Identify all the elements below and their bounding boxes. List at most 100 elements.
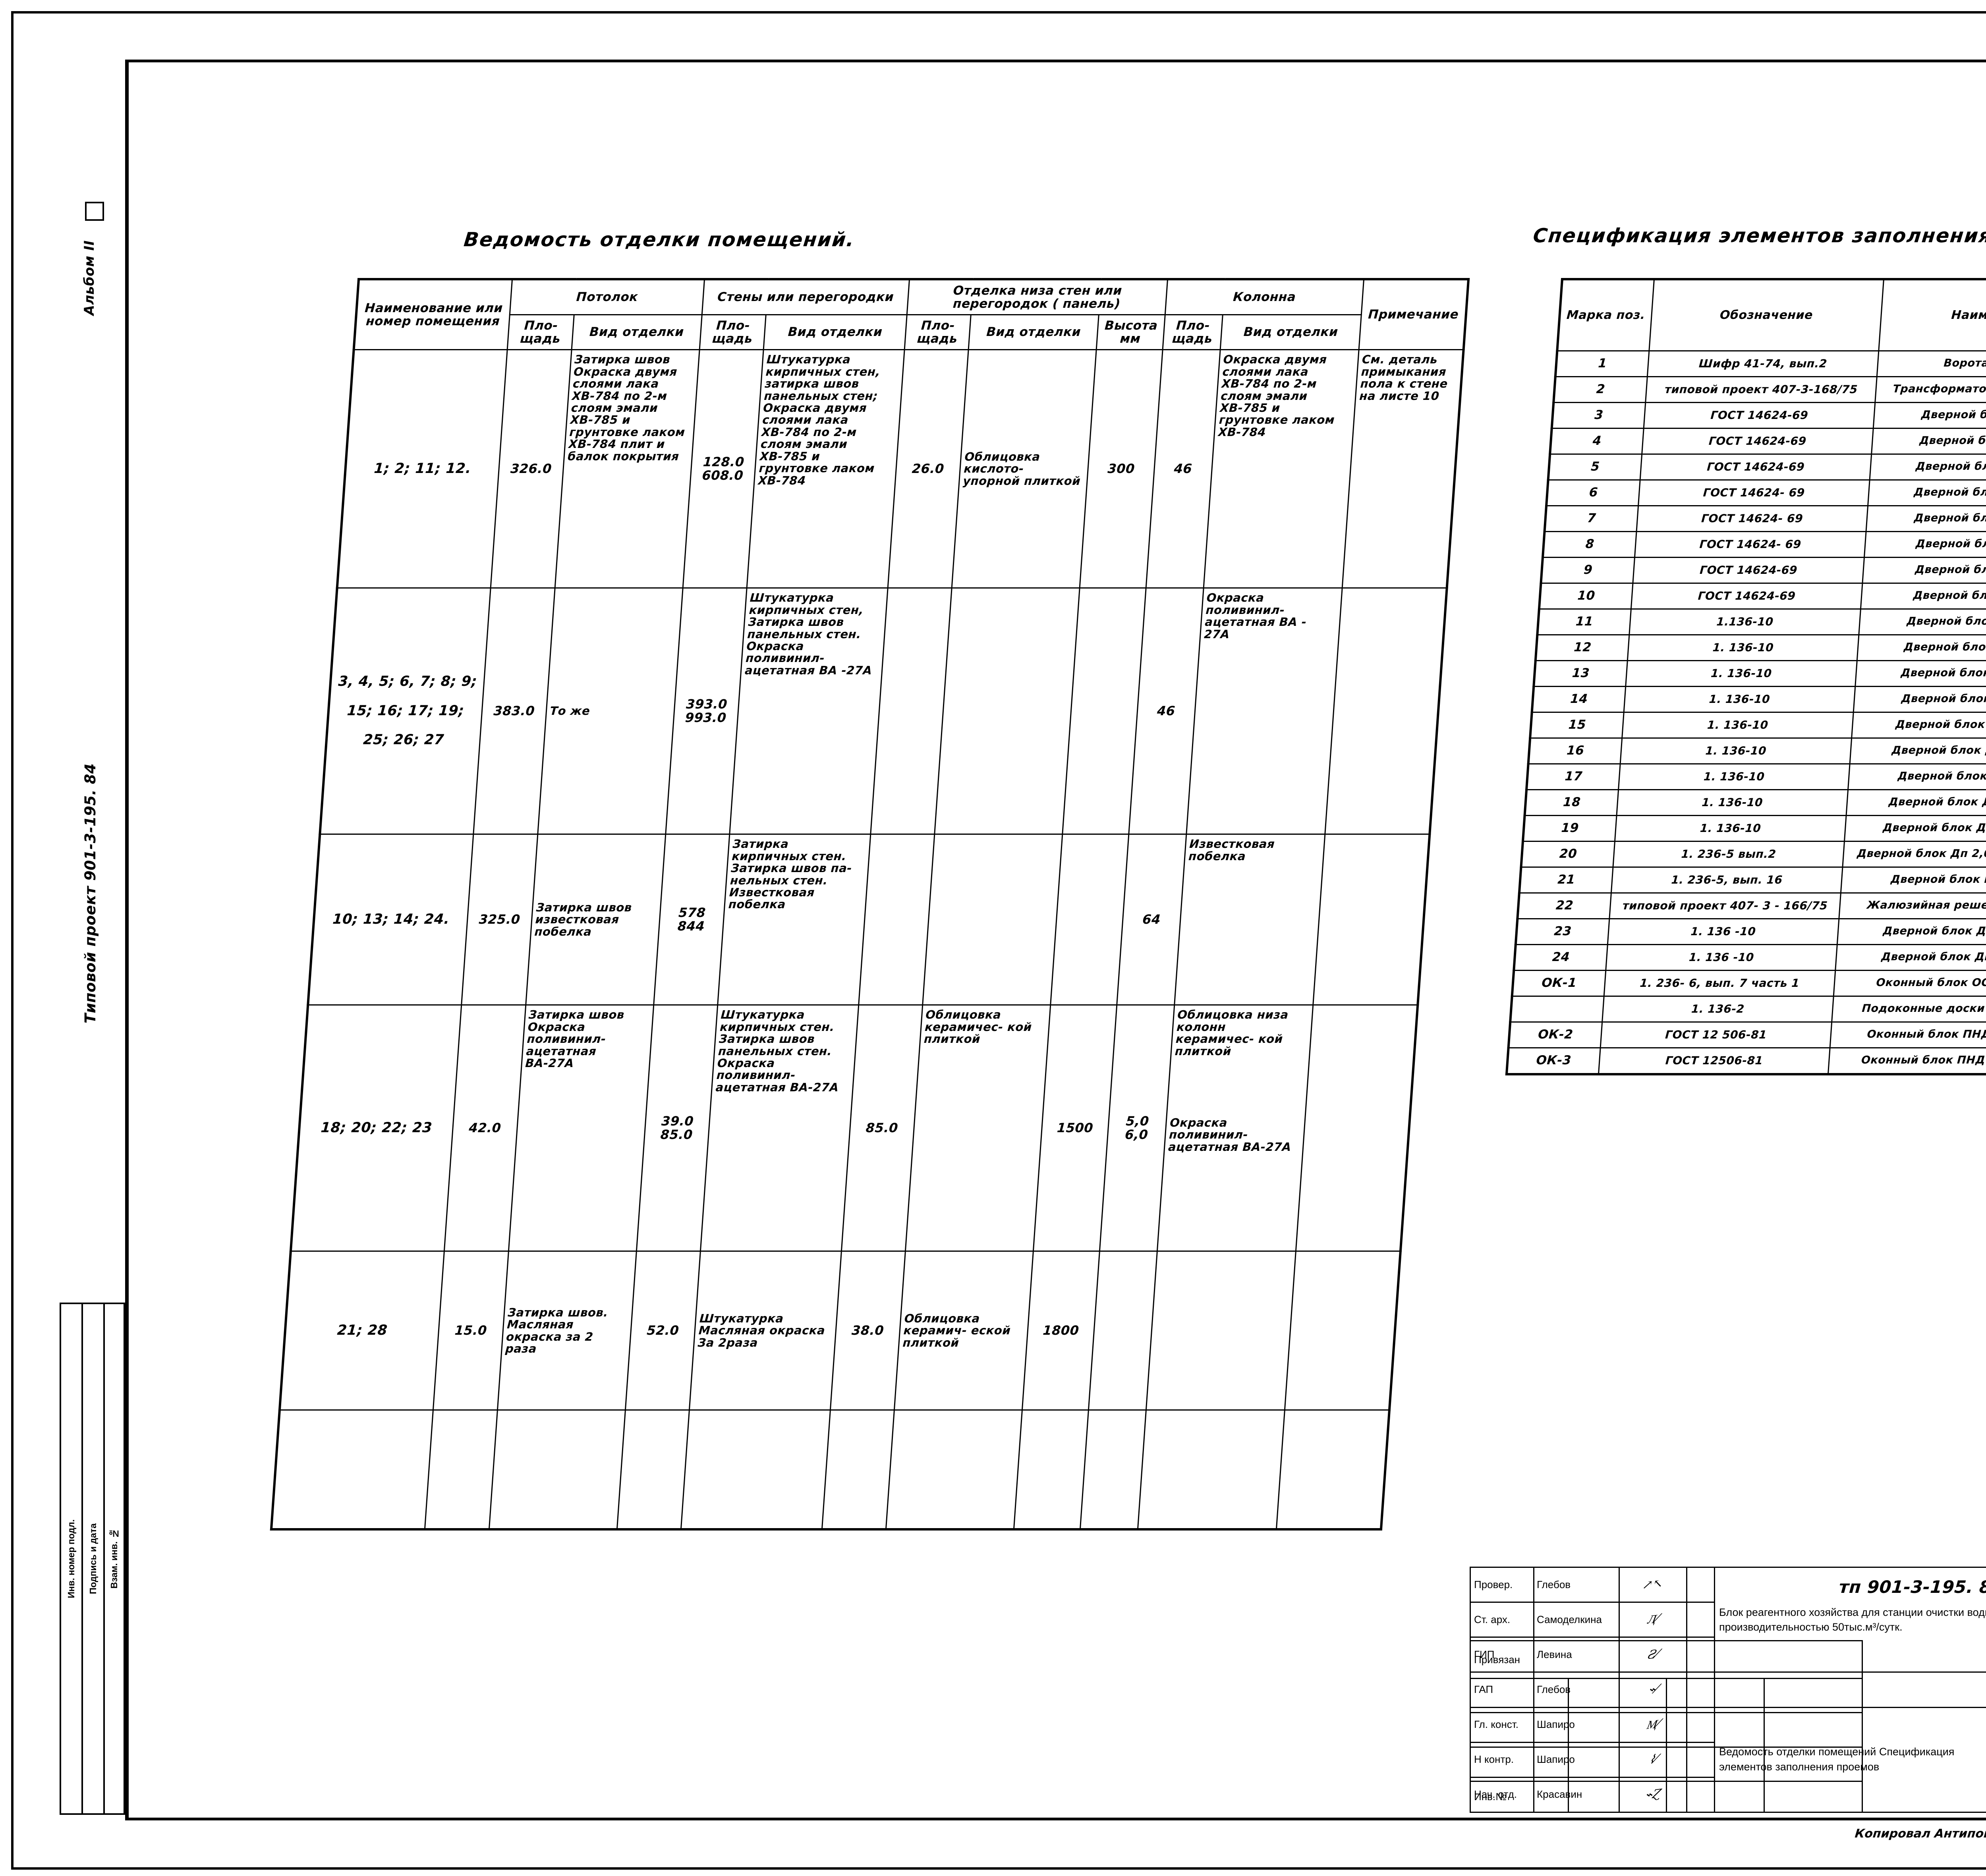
cell-empty [886,1410,1022,1529]
cell-column-kind: Окраска двумя слоями лака ХВ-784 по 2-м … [1204,349,1359,588]
cell-walls-kind: Штукатурка Масляная окраска За 2раза [689,1251,842,1410]
stamp-row: Провер. Глебов ↗↖ Блок реагентного хозяйств… [1470,1566,1986,1673]
cell-designation: типовой проект 407-3-168/75 [1645,376,1877,402]
cell-mark: 11 [1537,609,1631,635]
album-label-text: Альбом II [81,240,98,316]
header-walls-area: Пло- щадь [699,315,766,350]
stamp-signature: ↗↖ [1619,1566,1687,1603]
cell-panel-kind: Облицовка керамичес- кой плиткой [905,1005,1051,1251]
cell-mark: 6 [1546,480,1640,506]
cell-panel-height: 1800 [1022,1251,1100,1410]
drawing-code: тп 901-3-195. 84 [1838,1577,1986,1597]
stamp-person-name: Глебов [1533,1566,1620,1603]
cell-mark: 1 [1555,351,1649,376]
header-mark: Марка поз. [1557,279,1654,351]
cell-designation: ГОСТ 14624-69 [1642,428,1874,454]
cell-walls-area: 578 844 [653,834,730,1005]
cell-name: Дверной блок Дп 2,07 000000 м 4 [1843,841,1986,867]
stamp-person-name: Глебов [1533,1671,1620,1708]
stamp-signature: Ӆ⁄ [1619,1602,1687,1638]
cell-panel-area [858,834,935,1005]
album-label: Альбом II [78,207,102,349]
cell-name: Дверной блок ДГ 24-12 [1853,686,1986,712]
cell-walls-kind: Затирка кирпичных стен. Затирка швов па-… [717,834,871,1005]
margin-col-inv-podl: Инв. номер подл. [60,1303,81,1815]
cell-walls-area-2: 993.0 [684,710,727,725]
header-panel-height: Высота мм [1096,315,1165,350]
stamp-person-name: Шапиро [1533,1706,1620,1743]
cell-designation: 1. 136-10 [1618,764,1850,789]
cell-panel-height [1051,834,1129,1005]
stamp-row: Гл. конст. Шапиро Ӎ⁄ Ведомость отделки поме… [1470,1706,1986,1813]
cell-mark: 14 [1532,686,1626,712]
stamp-person-name: Левина [1533,1637,1620,1673]
cell-empty [1138,1410,1285,1529]
cell-panel-kind: Облицовка керамич- еской плиткой [894,1251,1034,1410]
cell-designation: ГОСТ 14624- 69 [1636,506,1868,531]
cell-name: Дверной блок ДГ 21- 7л [1837,919,1986,944]
cell-designation: 1. 136-2 [1602,996,1834,1022]
cell-panel-kind [922,834,1063,1005]
cell-mark: 3 [1551,402,1646,428]
cell-mark: 21 [1519,867,1613,893]
cell-designation: ГОСТ 14624-69 [1631,583,1863,609]
signature-glyph: ↗↖ [1641,1576,1665,1593]
header-ceiling-kind: Вид отделки [571,315,702,350]
stamp-role-label: ГИП [1470,1637,1534,1673]
signature-glyph: ⌁⁄ [1647,1682,1660,1697]
cell-mark: 19 [1523,815,1617,841]
cell-column-kind: Облицовка низа колонн керамичес- кой пли… [1157,1005,1313,1251]
table-row: 3, 4, 5; 6, 7; 8; 9; 15; 16; 17; 19; 25;… [320,588,1447,834]
cell-name: Трансформаторные ворота В-3ж [1875,376,1986,402]
table-row: ОК-2 ГОСТ 12 506-81 Оконный блок ПНД12-30.… [1508,1022,1986,1048]
stamp-signature: ⌁Ɀ [1619,1776,1687,1813]
cell-mark: 17 [1526,764,1620,789]
cell-note [1296,1005,1418,1251]
margin-col-vzam-inv-label: Взам. инв. № [109,1529,119,1589]
cell-ceiling-kind: Затирка швов. Масляная окраска за 2 раза [497,1251,637,1410]
cell-mark: 10 [1539,583,1633,609]
stamp-role-label: ГАП [1470,1671,1534,1708]
cell-name: Дверной блок ДО 24-15 [1857,635,1986,660]
cell-designation: ГОСТ 12506-81 [1598,1048,1830,1074]
cell-name: Дверной блок ДГ 21- 7 [1848,764,1986,789]
document-title: Ведомость отделки помещений Спецификация… [1714,1706,1986,1813]
header-panel-kind: Вид отделки [968,315,1099,350]
header-room: Наименование или номер помещения [354,279,512,350]
cell-designation: Шифр 41-74, вып.2 [1647,351,1879,376]
cell-designation: 1. 136-10 [1624,686,1855,712]
cell-designation: ГОСТ 14624-69 [1632,557,1864,583]
cell-name: Дверной блок Д 37- П [1860,583,1986,609]
cell-rooms: 3, 4, 5; 6, 7; 8; 9; 15; 16; 17; 19; 25;… [320,588,491,834]
stamp-row: ГАП Глебов ⌁⁄ [1470,1671,1986,1708]
table-row: 22 типовой проект 407- 3 - 166/75 Жалюзийн… [1517,893,1986,919]
cell-designation: ГОСТ 14624- 69 [1638,480,1870,506]
finish-table-title: Ведомость отделки помещений. [463,228,856,251]
cell-designation: 1. 136-10 [1615,815,1847,841]
cell-mark: ОК-3 [1507,1048,1600,1074]
cell-mark: 12 [1535,635,1629,660]
header-ceiling: Потолок [510,279,705,315]
cell-name: Дверной блок ДГ 21- 10 [1835,944,1986,970]
table-row: 1; 2; 11; 12. 326.0 Затирка швов Окраска… [337,349,1464,588]
cell-mark: 2 [1553,376,1648,402]
cell-note: См. деталь примыкания пола к стене на ли… [1342,349,1464,588]
cell-empty [1080,1410,1146,1529]
cell-name: Дверной блок Д 37- Л [1862,557,1986,583]
stamp-signature: ⌁⁄ [1619,1671,1687,1708]
signature-glyph: ⌇⁄ [1647,1752,1659,1767]
cell-name: Подоконные доски ДО 19-15 [1831,996,1986,1022]
cell-column-kind: Окраска поливинил- ацетатная ВА - 27А [1186,588,1343,834]
cell-walls-area-1: 393.0 [686,697,728,712]
header-walls: Стены или перегородки [702,279,910,315]
cell-name: Ворота В3,6 х 4,2 [1877,351,1986,376]
cell-name: Дверной блок Д 53-ппв [1866,506,1986,531]
cell-empty [1014,1410,1089,1529]
